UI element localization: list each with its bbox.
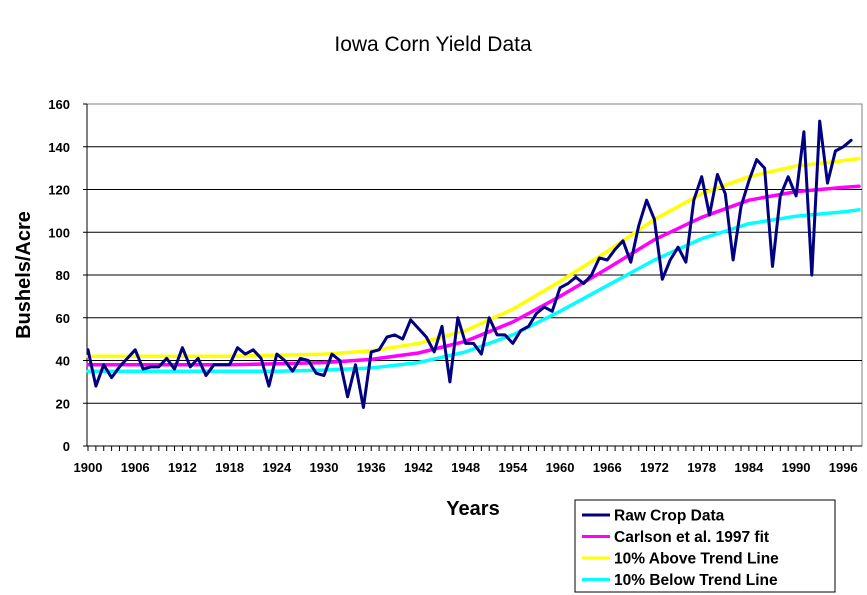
y-tick-label: 60	[56, 311, 70, 326]
legend-label-0: Raw Crop Data	[614, 508, 725, 525]
x-axis-label: Years	[446, 498, 499, 520]
x-tick-label: 1972	[640, 460, 669, 475]
legend-label-1: Carlson et al. 1997 fit	[614, 529, 769, 546]
x-tick-label: 1918	[215, 460, 244, 475]
y-tick-label: 80	[56, 268, 70, 283]
series-line-0	[86, 119, 853, 409]
y-tick-label: 0	[63, 439, 70, 454]
legend-items: Raw Crop Data Carlson et al. 1997 fit 10% …	[582, 508, 779, 589]
x-tick-label: 1948	[451, 460, 480, 475]
y-axis-label: Bushels/Acre	[13, 211, 35, 339]
chart-title: Iowa Corn Yield Data	[334, 33, 532, 56]
x-tick-label: 1966	[593, 460, 622, 475]
legend-label-2: 10% Above Trend Line	[614, 551, 779, 568]
axes	[86, 104, 862, 451]
y-tick-label: 100	[48, 225, 70, 240]
y-tick-label: 160	[48, 97, 70, 112]
legend: Raw Crop Data Carlson et al. 1997 fit 10% …	[574, 499, 836, 593]
y-tick-label: 120	[48, 183, 70, 198]
x-tick-label: 1954	[498, 460, 528, 475]
series-line-3	[86, 208, 861, 373]
x-tick-label: 1912	[168, 460, 197, 475]
x-tick-label: 1984	[734, 460, 764, 475]
y-tick-label: 140	[48, 140, 70, 155]
legend-label-3: 10% Below Trend Line	[614, 572, 778, 589]
y-axis-tick-labels: 0 20 40 60 80 100 120 140 160	[48, 97, 87, 454]
x-axis-tick-labels: 1900 1906 1912 1918 1924 1930 1936 1942 1948 1954…	[74, 460, 858, 475]
x-tick-label: 1978	[687, 460, 716, 475]
x-tick-label: 1930	[310, 460, 339, 475]
data-series	[86, 119, 861, 409]
x-tick-label: 1942	[404, 460, 433, 475]
y-tick-label: 40	[56, 354, 70, 369]
x-tick-label: 1924	[262, 460, 292, 475]
x-tick-label: 1960	[546, 460, 575, 475]
y-tick-label: 20	[56, 396, 70, 411]
x-tick-label: 1906	[121, 460, 150, 475]
gridlines	[87, 146, 862, 404]
x-tick-label: 1936	[357, 460, 386, 475]
x-tick-label: 1990	[782, 460, 811, 475]
x-tick-label: 1996	[829, 460, 858, 475]
legend-box	[574, 499, 836, 593]
x-tick-label: 1900	[74, 460, 103, 475]
